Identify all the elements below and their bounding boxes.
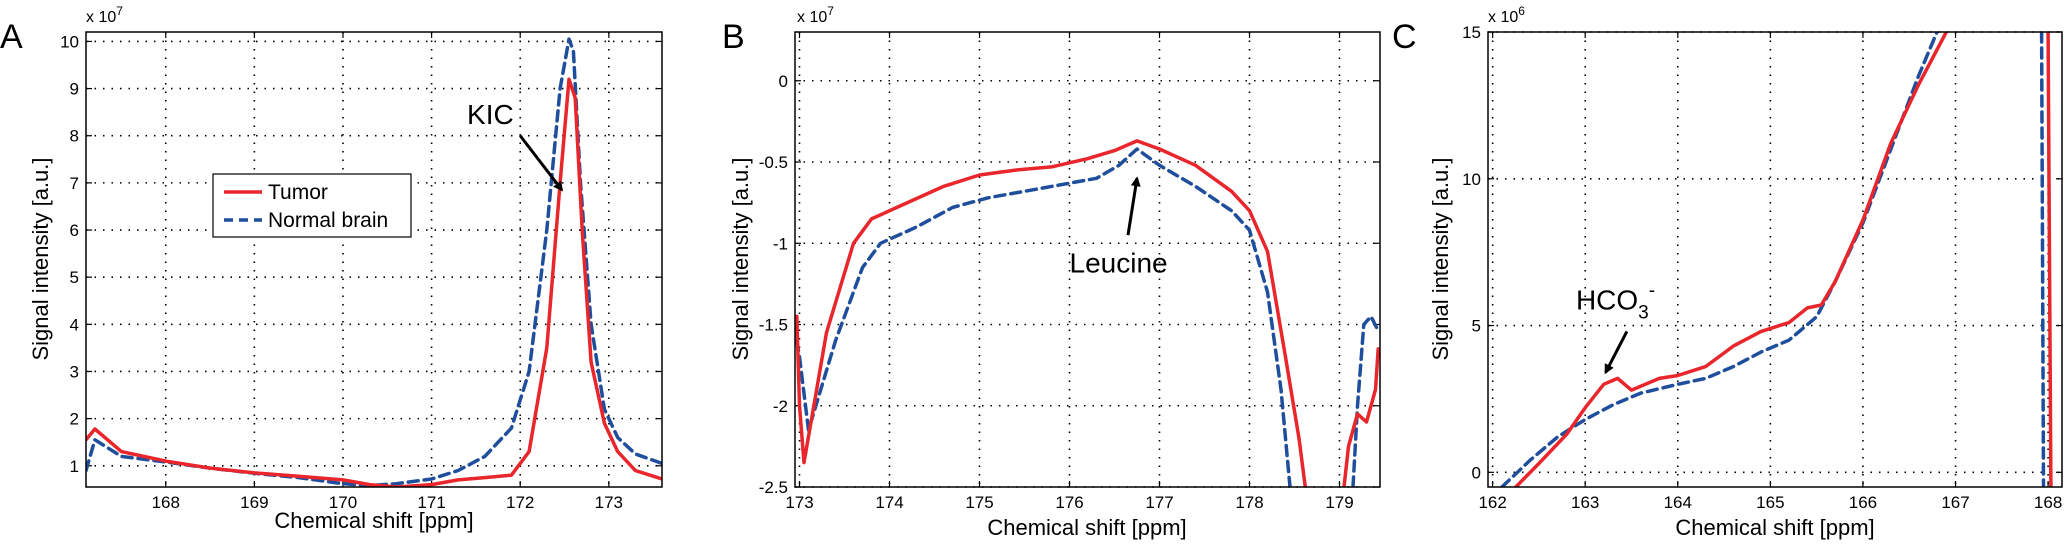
y-tick-label: 9 (70, 80, 79, 99)
ylabel-c: Signal intensity [a.u.] (1428, 157, 1453, 360)
x-tick-label: 177 (1145, 493, 1173, 512)
ylabel-a: Signal intensity [a.u.] (28, 157, 53, 360)
ticks-a: 168 169 170 171 172 173 1 2 3 4 5 6 7 8 9 10 (60, 32, 662, 512)
y-tick-label: 1 (70, 457, 79, 476)
x-tick-label: 173 (595, 493, 623, 512)
x-tick-label: 168 (2034, 493, 2062, 512)
series-tumor-line (795, 139, 1308, 487)
series-tumor-line (1342, 347, 1380, 487)
ylabel-b: Signal intensity [a.u.] (728, 157, 753, 360)
xlabel-b: Chemical shift [ppm] (987, 515, 1186, 540)
annotation-hco3-arrow (1604, 330, 1629, 375)
y-tick-label: -2.5 (759, 478, 788, 497)
series-tumor-line (86, 77, 662, 487)
x-tick-label: 162 (1478, 493, 1506, 512)
y-tick-label: 6 (70, 221, 79, 240)
x-tick-label: 166 (1849, 493, 1877, 512)
grid-c (1488, 31, 2062, 487)
y-tick-label: 2 (70, 410, 79, 429)
plot-area-c (1500, 32, 2053, 487)
xlabel-c: Chemical shift [ppm] (1675, 515, 1874, 540)
y-tick-label: 10 (60, 32, 79, 51)
series-normal-brain-line (2039, 32, 2046, 487)
panel-a: A 168 169 170 171 172 173 1 2 3 4 5 6 7 8 9 10 x 107 Ch… (0, 4, 663, 533)
annotation-leucine: Leucine (1070, 176, 1168, 279)
x-tick-label: 164 (1664, 493, 1692, 512)
series-normal-brain-line (1351, 314, 1380, 487)
x-tick-label: 179 (1325, 493, 1353, 512)
legend-box (212, 173, 412, 238)
annotation-kic: KIC (467, 99, 564, 192)
series-normal-brain-line (1500, 32, 1939, 487)
plot-area-a (86, 37, 662, 487)
x-tick-label: 165 (1756, 493, 1784, 512)
annotation-hco3: HCO3- (1576, 280, 1655, 375)
x-tick-label: 174 (875, 493, 903, 512)
panel-b: B 173 174 175 176 177 178 179 0 -0.5 -1 -1.5 -2 -2.5… (722, 4, 1381, 540)
x-tick-label: 171 (417, 493, 445, 512)
y-tick-label: 3 (70, 362, 79, 381)
annotation-leucine-arrow (1126, 176, 1141, 236)
legend-tumor-label: Tumor (268, 181, 328, 204)
series-tumor-line (1514, 32, 1949, 487)
multiplier-b: x 107 (797, 4, 834, 26)
axes-box-a (85, 31, 663, 488)
series-tumor-line (2046, 32, 2053, 487)
x-tick-label: 169 (240, 493, 268, 512)
x-tick-label: 173 (785, 493, 813, 512)
annotation-leucine-label: Leucine (1070, 248, 1168, 279)
legend-normal-label: Normal brain (268, 209, 388, 232)
x-tick-label: 163 (1571, 493, 1599, 512)
panel-c: C 162 163 164 165 166 167 168 0 5 10 15 x 106 Chem… (1392, 4, 2063, 540)
multiplier-c: x 106 (1488, 4, 1525, 26)
y-tick-label: 0 (1472, 463, 1481, 482)
x-tick-label: 172 (506, 493, 534, 512)
x-tick-label: 175 (965, 493, 993, 512)
x-tick-label: 170 (329, 493, 357, 512)
x-tick-label: 178 (1235, 493, 1263, 512)
series-normal-brain-line (795, 147, 1292, 487)
x-tick-label: 176 (1055, 493, 1083, 512)
annotation-kic-arrow (519, 134, 564, 192)
y-tick-label: -2 (773, 397, 788, 416)
y-tick-label: 5 (70, 268, 79, 287)
y-tick-label: 8 (70, 127, 79, 146)
panel-letter-c: C (1392, 18, 1417, 56)
legend: Tumor Normal brain (212, 173, 412, 238)
y-tick-label: -1 (773, 234, 788, 253)
y-tick-label: 0 (779, 72, 788, 91)
y-tick-label: -1.5 (759, 316, 788, 335)
panel-letter-b: B (722, 18, 745, 56)
y-tick-label: -0.5 (759, 153, 788, 172)
axes-box-c (1487, 31, 2063, 488)
ticks-c: 162 163 164 165 166 167 168 0 5 10 15 (1462, 23, 2062, 512)
annotation-hco3-label: HCO3- (1576, 280, 1655, 323)
multiplier-a: x 107 (86, 4, 123, 26)
y-tick-label: 5 (1472, 317, 1481, 336)
xlabel-a: Chemical shift [ppm] (274, 508, 473, 533)
ticks-b: 173 174 175 176 177 178 179 0 -0.5 -1 -1.5 -2 -2.5 (759, 32, 1380, 512)
y-tick-label: 4 (70, 315, 79, 334)
y-tick-label: 15 (1462, 23, 1481, 42)
x-tick-label: 167 (1941, 493, 1969, 512)
y-tick-label: 7 (70, 174, 79, 193)
y-tick-label: 10 (1462, 170, 1481, 189)
annotation-kic-label: KIC (467, 99, 514, 130)
x-tick-label: 168 (152, 493, 180, 512)
plot-area-b (795, 139, 1380, 487)
axes-box-b (794, 31, 1381, 488)
panel-letter-a: A (0, 18, 23, 56)
